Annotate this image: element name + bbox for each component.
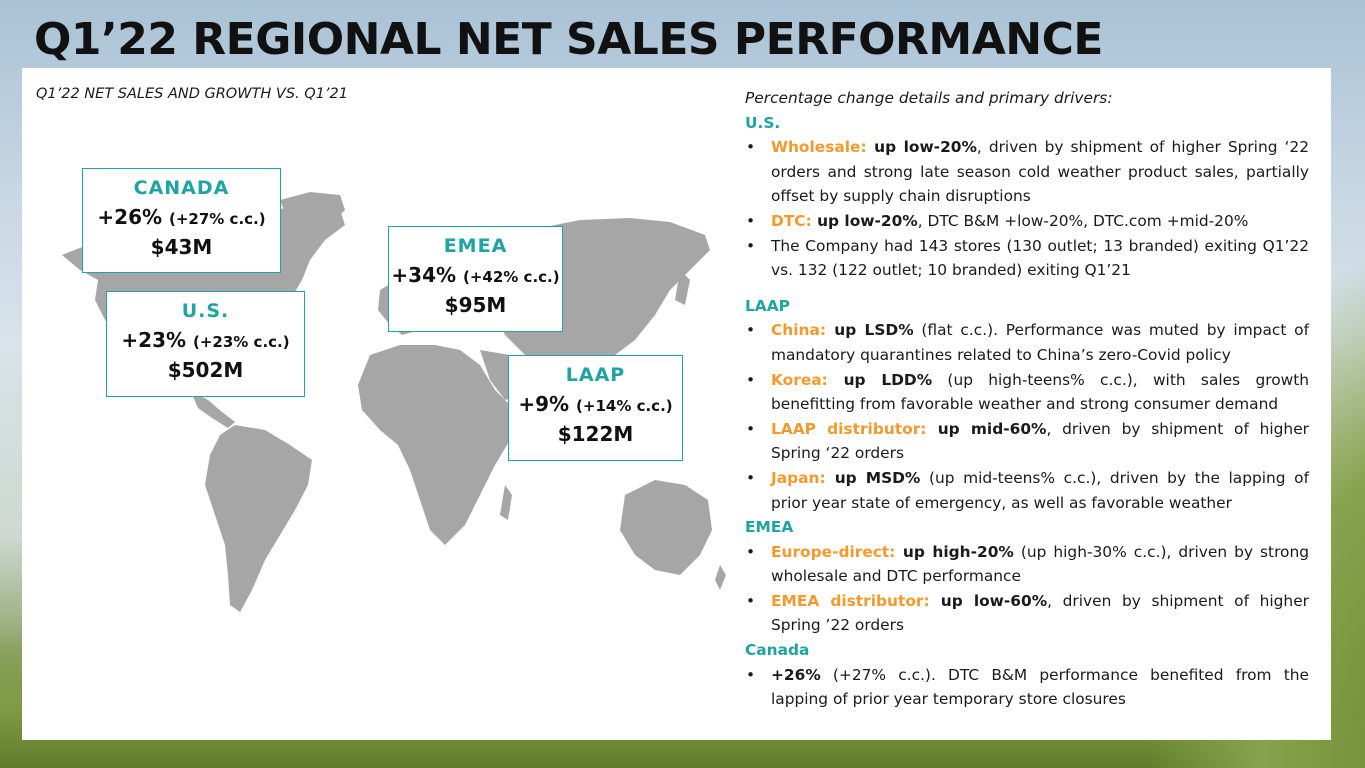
region-cc-emea: (+42% c.c.) [463, 268, 560, 286]
driver-item: Korea: up LDD% (up high-teens% c.c.), wi… [745, 368, 1309, 417]
driver-item: +26% (+27% c.c.). DTC B&M performance be… [745, 663, 1309, 712]
driver-metric: up low-20% [811, 211, 918, 230]
driver-text: (up mid-teens% c.c.), driven by the lapp… [771, 468, 1309, 512]
driver-label: EMEA distributor: [771, 591, 930, 610]
region-name-canada: CANADA [133, 177, 230, 199]
region-name-us: U.S. [181, 300, 230, 322]
driver-text: , driven by shipment of higher Spring ‘2… [771, 419, 1309, 463]
driver-label: China: [771, 321, 827, 340]
driver-item: Japan: up MSD% (up mid-teens% c.c.), dri… [745, 466, 1309, 515]
driver-text: (up high-teens% c.c.), with sales growth… [771, 370, 1310, 414]
region-cc-laap: (+14% c.c.) [576, 397, 673, 415]
driver-label: Europe-direct: [771, 542, 896, 561]
map-south-america [205, 425, 312, 612]
region-growth-value-emea: +34% [391, 263, 457, 287]
driver-metric: up high-20% [895, 542, 1014, 561]
region-growth-laap: +9% (+14% c.c.) [509, 392, 682, 416]
map-greenland [280, 192, 345, 230]
section-heading-laap: LAAP [745, 296, 790, 315]
driver-text: , driven by shipment of higher Spring ‘2… [771, 138, 1309, 206]
driver-label: DTC: [771, 211, 812, 230]
region-sales-laap: $122M [557, 422, 634, 446]
map-africa [358, 345, 515, 545]
driver-item: DTC: up low-20%, DTC B&M +low-20%, DTC.c… [745, 209, 1309, 234]
driver-metric: up low-60% [929, 591, 1048, 610]
region-sales-canada: $43M [150, 235, 213, 259]
map-australia [620, 480, 712, 575]
driver-text: , DTC B&M +low-20%, DTC.com +mid-20% [917, 211, 1249, 230]
driver-item: EMEA distributor: up low-60%, driven by … [745, 589, 1309, 638]
map-madagascar [500, 485, 512, 520]
driver-list-laap: China: up LSD% (flat c.c.). Performance … [745, 318, 1309, 515]
map-central-america [190, 390, 235, 428]
drivers-panel: Percentage change details and primary dr… [745, 86, 1309, 712]
region-box-canada: CANADA +26% (+27% c.c.) $43M [82, 168, 281, 273]
driver-item: The Company had 143 stores (130 outlet; … [745, 234, 1309, 283]
map-subtitle: Q1’22 NET SALES AND GROWTH VS. Q1’21 [36, 86, 348, 102]
driver-label: Korea: [771, 370, 828, 389]
region-box-us: U.S. +23% (+23% c.c.) $502M [106, 291, 305, 397]
region-box-emea: EMEA +34% (+42% c.c.) $95M [388, 226, 563, 332]
driver-list-canada: +26% (+27% c.c.). DTC B&M performance be… [745, 663, 1309, 712]
region-sales-us: $502M [167, 358, 244, 382]
driver-item: China: up LSD% (flat c.c.). Performance … [745, 318, 1309, 367]
region-growth-value-canada: +26% [97, 205, 163, 229]
map-new-zealand [715, 565, 726, 590]
map-japan [675, 270, 690, 305]
region-growth-us: +23% (+23% c.c.) [107, 328, 304, 352]
driver-metric: up low-20% [866, 138, 977, 157]
region-name-laap: LAAP [565, 364, 626, 386]
driver-metric: +26% [771, 665, 821, 684]
section-heading-canada: Canada [745, 641, 810, 660]
region-growth-emea: +34% (+42% c.c.) [389, 263, 562, 287]
driver-text: , driven by shipment of higher Spring ’2… [771, 591, 1309, 635]
region-growth-canada: +26% (+27% c.c.) [83, 205, 280, 229]
region-name-emea: EMEA [443, 235, 508, 257]
driver-item: Wholesale: up low-20%, driven by shipmen… [745, 135, 1309, 209]
section-heading-emea: EMEA [745, 518, 794, 537]
region-cc-canada: (+27% c.c.) [169, 210, 266, 228]
driver-text: (up high-30% c.c.), driven by strong who… [771, 542, 1309, 586]
region-sales-emea: $95M [444, 293, 507, 317]
page-title: Q1’22 REGIONAL NET SALES PERFORMANCE [34, 14, 1103, 65]
driver-metric: up LSD% [826, 321, 914, 340]
driver-text: (+27% c.c.). DTC B&M performance benefit… [771, 665, 1309, 709]
driver-label: Japan: [771, 468, 826, 487]
driver-item: LAAP distributor: up mid-60%, driven by … [745, 417, 1309, 466]
region-growth-value-us: +23% [121, 328, 187, 352]
driver-metric: up MSD% [825, 468, 921, 487]
driver-label: Wholesale: [771, 138, 867, 157]
driver-metric: up LDD% [827, 370, 933, 389]
driver-text: The Company had 143 stores (130 outlet; … [771, 236, 1309, 280]
driver-label: LAAP distributor: [771, 419, 927, 438]
drivers-intro: Percentage change details and primary dr… [745, 89, 1113, 107]
driver-item: Europe-direct: up high-20% (up high-30% … [745, 540, 1309, 589]
driver-list-us: Wholesale: up low-20%, driven by shipmen… [745, 135, 1309, 283]
section-heading-us: U.S. [745, 113, 781, 132]
driver-list-emea: Europe-direct: up high-20% (up high-30% … [745, 540, 1309, 638]
driver-metric: up mid-60% [926, 419, 1047, 438]
driver-text: (flat c.c.). Performance was muted by im… [771, 321, 1310, 364]
region-growth-value-laap: +9% [518, 392, 570, 416]
region-box-laap: LAAP +9% (+14% c.c.) $122M [508, 355, 683, 461]
region-cc-us: (+23% c.c.) [193, 333, 290, 351]
